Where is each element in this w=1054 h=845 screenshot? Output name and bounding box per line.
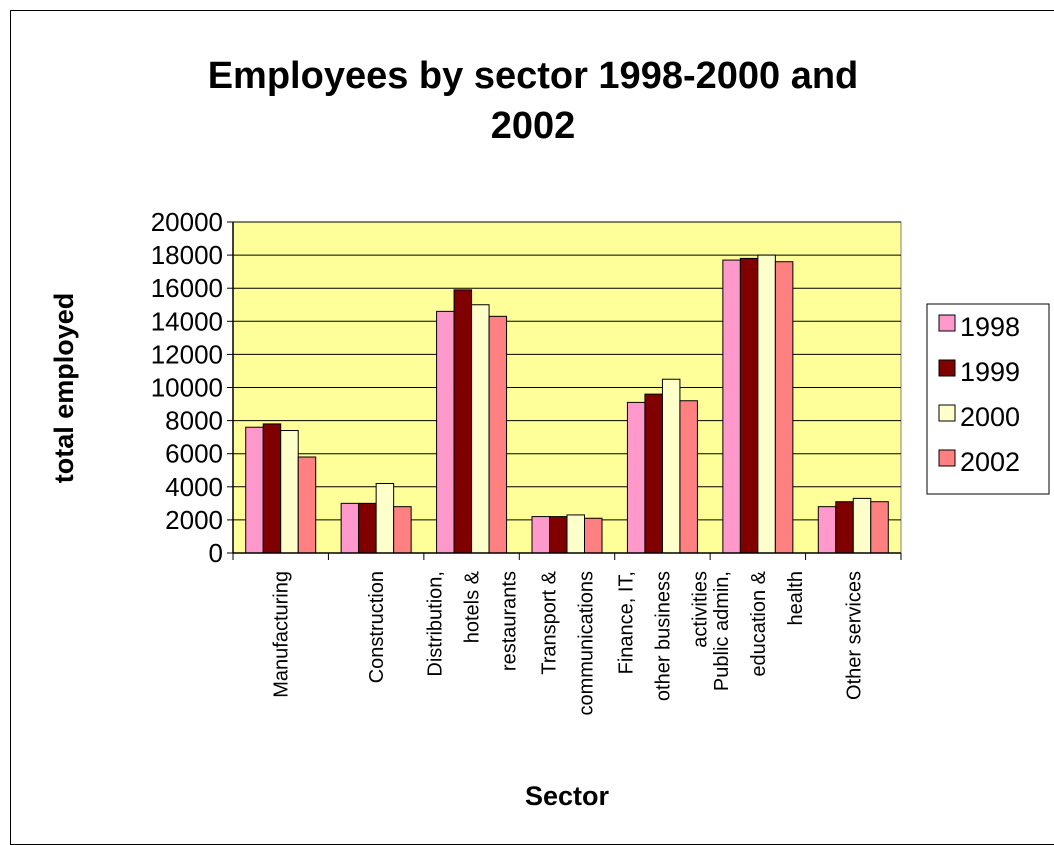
x-category-label: education & (748, 570, 770, 676)
legend-label: 2002 (960, 447, 1020, 477)
bar-2002-0 (297, 456, 317, 554)
bar-2000-4 (661, 378, 681, 554)
bar-2000-2 (471, 304, 490, 554)
bar-2000-1 (375, 482, 395, 554)
bar-2000-3 (566, 514, 585, 554)
legend-swatch-2002 (938, 449, 956, 467)
bars (245, 254, 889, 554)
bar-2002-2 (488, 315, 508, 554)
bar-1998-0 (245, 426, 264, 554)
x-category-label: Transport & (539, 570, 561, 674)
y-tick-label: 16000 (151, 273, 223, 303)
y-tick-label: 6000 (165, 439, 223, 469)
y-tick-label: 10000 (151, 373, 223, 403)
x-category-label: hotels & (462, 570, 484, 643)
x-category-label: health (785, 571, 807, 626)
x-category-label: restaurants (499, 571, 521, 671)
y-tick-label: 20000 (151, 207, 223, 237)
bar-2000-0 (280, 430, 299, 554)
bar-2002-3 (584, 517, 603, 554)
bar-1999-6 (835, 501, 854, 554)
x-category-label: Public admin, (711, 571, 733, 691)
bar-2000-6 (852, 497, 872, 554)
bar-1998-1 (340, 502, 360, 554)
bar-1999-5 (739, 257, 759, 554)
x-category-label: activities (689, 571, 711, 648)
bar-1998-3 (531, 516, 550, 554)
bar-1999-0 (262, 423, 282, 554)
bar-1998-4 (626, 401, 646, 554)
x-category-label: Distribution, (425, 571, 447, 677)
bar-1999-4 (644, 393, 663, 554)
x-category-label: communications (576, 571, 598, 716)
y-tick-label: 2000 (165, 505, 223, 535)
bar-2002-6 (870, 501, 889, 554)
bar-1998-2 (436, 310, 455, 554)
y-tick-label: 4000 (165, 472, 223, 502)
legend-label: 1998 (960, 312, 1020, 342)
legend-label: 1999 (960, 357, 1020, 387)
bar-2002-1 (393, 506, 412, 554)
bar-2002-5 (774, 261, 794, 554)
x-category-label: Finance, IT, (615, 571, 637, 674)
y-tick-label: 14000 (151, 306, 223, 336)
x-category-labels: Manufacturing Construction Distribution, ho… (271, 570, 866, 715)
x-axis-title: Sector (525, 781, 610, 811)
bar-1999-1 (358, 502, 377, 554)
x-category-label: Other services (843, 571, 865, 700)
y-tick-label: 8000 (165, 406, 223, 436)
y-tick-label: 12000 (151, 339, 223, 369)
x-category-label: other business (652, 571, 674, 701)
y-tick-label: 18000 (151, 240, 223, 270)
legend-swatch-1998 (938, 314, 956, 332)
legend-label: 2000 (960, 402, 1020, 432)
bar-1999-2 (453, 289, 473, 554)
y-axis-title: total employed (49, 293, 79, 484)
bar-1998-5 (722, 259, 741, 554)
bar-1998-6 (817, 506, 837, 554)
legend: 1998 1999 2000 2002 (926, 303, 1050, 495)
chart-title-line: Employees by sector 1998-2000 and (208, 55, 859, 97)
axes (227, 221, 902, 560)
y-tick-label: 0 (209, 538, 223, 568)
chart-title: Employees by sector 1998-2000 and 2002 (208, 55, 859, 147)
legend-swatch-2000 (938, 404, 956, 422)
x-category-label: Construction (366, 571, 388, 683)
bar-2002-4 (679, 400, 698, 554)
chart-title-line: 2002 (491, 105, 576, 147)
x-category-label: Manufacturing (271, 571, 293, 698)
bar-1999-3 (549, 516, 568, 554)
legend-swatch-1999 (938, 359, 956, 377)
bar-2000-5 (757, 254, 776, 554)
